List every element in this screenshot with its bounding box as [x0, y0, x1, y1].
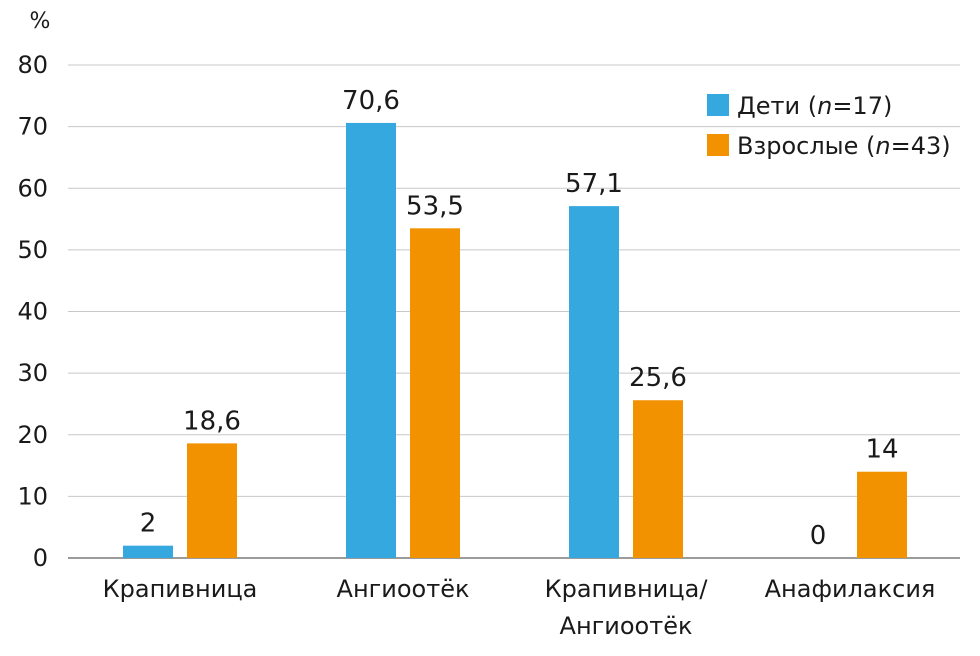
- y-tick-label: 0: [33, 544, 48, 572]
- data-label: 25,6: [629, 363, 687, 393]
- x-category-label: Крапивница/: [545, 575, 709, 603]
- legend-label: Дети (n=17): [737, 92, 892, 120]
- data-label: 53,5: [406, 191, 464, 221]
- legend-label-part: =43): [891, 132, 951, 160]
- data-label: 14: [865, 435, 898, 465]
- bar: [857, 471, 907, 558]
- x-category-label: Анафилаксия: [765, 575, 936, 603]
- legend-label-part: =17): [832, 92, 892, 120]
- y-axis-unit-label: %: [30, 9, 51, 34]
- data-label: 2: [140, 509, 157, 539]
- legend-swatch: [707, 134, 729, 156]
- x-category-label: Ангиоотёк: [337, 575, 470, 603]
- y-tick-label: 40: [17, 298, 48, 326]
- data-label: 70,6: [342, 86, 400, 116]
- y-tick-label: 30: [17, 359, 48, 387]
- y-tick-label: 80: [17, 51, 48, 79]
- bar: [123, 545, 173, 558]
- legend-label-part: n: [817, 92, 832, 120]
- bar: [569, 206, 619, 558]
- y-tick-label: 70: [17, 113, 48, 141]
- y-tick-label: 10: [17, 482, 48, 510]
- legend-label-part: Дети (: [737, 92, 817, 120]
- legend-swatch: [707, 94, 729, 116]
- x-category-label: Крапивница: [103, 575, 258, 603]
- bar: [187, 443, 237, 558]
- legend-label-part: n: [875, 132, 890, 160]
- bar: [633, 400, 683, 558]
- y-tick-label: 50: [17, 236, 48, 264]
- x-category-label: Ангиоотёк: [560, 612, 693, 640]
- data-label: 0: [810, 521, 827, 551]
- y-tick-label: 60: [17, 174, 48, 202]
- legend-label-part: Взрослые (: [737, 132, 875, 160]
- y-tick-label: 20: [17, 421, 48, 449]
- data-label: 57,1: [565, 169, 623, 199]
- bar: [346, 122, 396, 559]
- data-label: 18,6: [183, 406, 241, 436]
- legend-label: Взрослые (n=43): [737, 132, 951, 160]
- bar: [410, 228, 460, 558]
